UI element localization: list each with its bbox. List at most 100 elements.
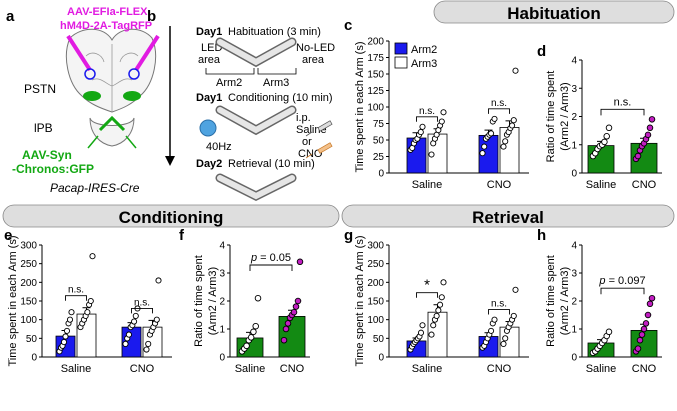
- data-point-f: [290, 308, 298, 316]
- y-tick-label-g: 250: [367, 259, 384, 270]
- panel-letter-g: g: [344, 227, 353, 244]
- data-point-c: [440, 109, 447, 116]
- brain-structure-lines: [85, 44, 139, 112]
- data-point-g: [437, 301, 444, 308]
- conditioning-banner: [2, 204, 340, 228]
- significance-bracket-e: [131, 307, 153, 314]
- retrieval-step-label: Retrieval (10 min): [228, 158, 315, 170]
- data-point-g: [491, 316, 498, 323]
- y-tick-label-c: 0: [378, 169, 384, 180]
- significance-bracket-c: [416, 116, 438, 122]
- data-point-c: [491, 115, 498, 122]
- significance-label-g: n.s.: [491, 299, 507, 310]
- x-category-label-g: CNO: [487, 363, 512, 375]
- y-tick-label-c: 50: [373, 136, 385, 147]
- significance-bracket-g: [416, 292, 438, 298]
- y-tick-label-g: 150: [367, 297, 384, 308]
- data-point-g: [512, 286, 519, 293]
- y-tick-label-c: 200: [367, 37, 384, 48]
- habituation-step-label: Habituation (3 min): [228, 26, 321, 38]
- data-point-c: [512, 67, 519, 74]
- arm3-schematic-label: Arm3: [263, 77, 289, 89]
- data-point-g: [488, 327, 495, 334]
- y-tick-label-h: 3: [571, 269, 577, 280]
- noled-area-label-line2: area: [302, 54, 325, 66]
- y-tick-label-c: 100: [367, 103, 384, 114]
- y-tick-label-f: 3: [219, 269, 225, 280]
- data-point-d: [634, 152, 642, 160]
- y-tick-label-f: 2: [219, 297, 225, 308]
- panel-letter-c: c: [344, 17, 352, 34]
- timeline-arrowhead: [165, 156, 175, 166]
- data-point-e: [122, 340, 129, 347]
- y-axis-title-e: Time spent in each Arm (s): [7, 235, 19, 366]
- led-light-icon: [199, 119, 217, 137]
- data-point-c: [509, 122, 516, 129]
- virus1-label-line1: AAV-EFIa-FLEX: [67, 6, 148, 18]
- y-tick-label-e: 250: [20, 259, 37, 270]
- y-tick-label-e: 100: [20, 315, 37, 326]
- significance-label-e: n.s.: [68, 285, 84, 296]
- y-axis-title-d: Ratio of time spent: [545, 71, 557, 163]
- significance-label-h: p = 0.097: [598, 275, 645, 287]
- x-category-label-f: CNO: [280, 363, 305, 375]
- syringe-icon-2: [305, 142, 333, 159]
- y-tick-label-h: 0: [571, 353, 577, 364]
- data-point-f: [280, 336, 288, 344]
- y-tick-label-g: 200: [367, 278, 384, 289]
- y-tick-label-d: 4: [571, 56, 577, 67]
- data-point-f: [252, 322, 259, 330]
- data-point-d: [601, 138, 608, 146]
- chart-h-retrieval-ratio: 0 1 2 3 4 Ratio of time spent (Arm2 / Arm3) Sal…: [545, 241, 662, 375]
- chart-f-conditioning-ratio: 0 1 2 3 4 Ratio of time spent (Arm2 / Arm3) Sal…: [193, 241, 310, 375]
- y-tick-label-f: 0: [219, 353, 225, 364]
- data-point-h: [638, 331, 646, 338]
- lpb-injection-lines: [87, 135, 137, 149]
- mouse-line-label: Pacap-IRES-Cre: [50, 181, 140, 195]
- data-point-h: [642, 320, 650, 327]
- data-point-f: [284, 320, 292, 327]
- data-point-e: [66, 316, 74, 323]
- data-point-g: [417, 329, 425, 336]
- data-point-f: [292, 303, 300, 310]
- syringe-icon-1: [305, 120, 333, 137]
- apparatus-habituation-inner: [217, 39, 295, 66]
- y-tick-label-d: 3: [571, 84, 577, 95]
- y-axis-title-h: Ratio of time spent: [545, 255, 557, 347]
- right-pstn-nucleus: [123, 91, 141, 101]
- data-point-g: [428, 331, 435, 338]
- left-pstn-nucleus: [83, 91, 101, 101]
- data-point-f: [294, 297, 302, 305]
- arm2-schematic-label: Arm2: [216, 77, 242, 89]
- data-point-e: [84, 309, 91, 316]
- right-injection-needle: [134, 34, 160, 72]
- bar-ratio-saline: [587, 145, 615, 174]
- data-point-g: [430, 322, 437, 329]
- habituation-banner-title: Habituation: [507, 4, 601, 23]
- data-point-g: [510, 312, 517, 319]
- x-category-label-c: CNO: [487, 179, 512, 191]
- panel-letter-b: b: [147, 8, 156, 25]
- data-point-c: [488, 130, 495, 137]
- y-tick-label-d: 2: [571, 112, 577, 123]
- day2-label: Day2: [196, 158, 222, 170]
- or-label: or: [302, 136, 312, 148]
- data-point-e: [125, 331, 132, 338]
- data-point-e: [60, 339, 68, 346]
- data-point-h: [644, 311, 652, 319]
- virus2-label-line1: AAV-Syn: [22, 148, 72, 162]
- y-tick-label-c: 75: [373, 119, 385, 130]
- data-point-h: [605, 328, 613, 336]
- y-axis-title-f: Ratio of time spent: [193, 255, 205, 347]
- legend-label-arm2: Arm2: [411, 44, 437, 56]
- data-point-g: [440, 279, 447, 286]
- chart-d-habituation-ratio: 0 1 2 3 4 Ratio of time spent (Arm2 / Arm3) Sal…: [545, 56, 662, 191]
- apparatus-retrieval-inner: [217, 175, 295, 200]
- y-tick-label-d: 1: [571, 140, 577, 151]
- data-point-e: [155, 277, 162, 284]
- x-category-label-e: CNO: [130, 363, 155, 375]
- p-symbol: p: [598, 275, 605, 287]
- data-point-d: [644, 131, 652, 139]
- y-tick-label-f: 4: [219, 241, 225, 252]
